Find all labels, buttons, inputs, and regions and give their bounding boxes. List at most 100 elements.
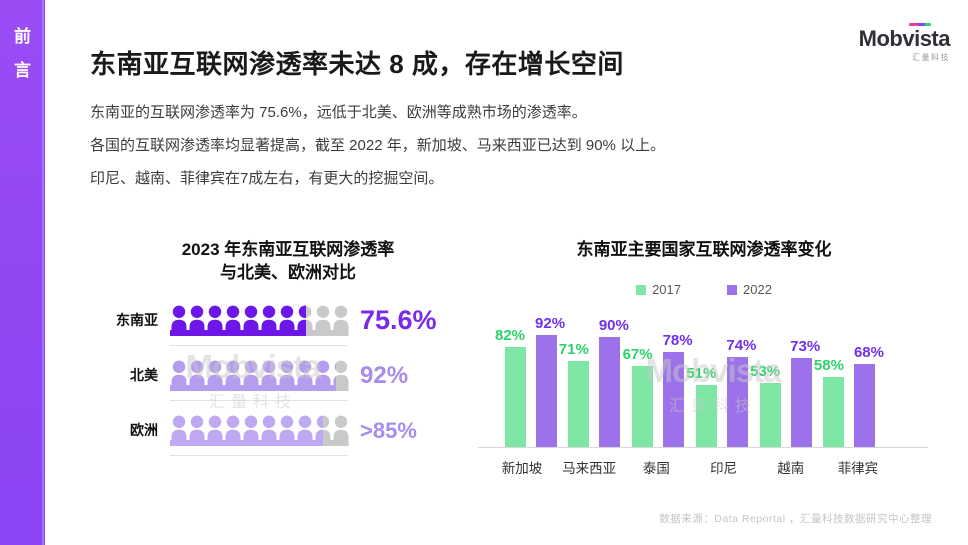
category-label: 马来西亚 <box>562 461 617 476</box>
row-underline <box>170 400 348 401</box>
intro-line: 东南亚的互联网渗透率为 75.6%，远低于北美、欧洲等成熟市场的渗透率。 <box>90 104 587 121</box>
bar-value-label: 71% <box>558 341 589 358</box>
pictogram-track <box>170 360 350 401</box>
bar-value-label: 92% <box>535 315 566 332</box>
bar-wrap: 78% <box>659 298 693 448</box>
row-label: 北美 <box>130 367 158 383</box>
bar-2017 <box>568 361 590 448</box>
chart-legend: 2017 2022 <box>478 282 930 297</box>
pictogram-fill-layer <box>170 415 323 446</box>
logo-accent-bar-icon <box>909 23 931 26</box>
category-label: 新加坡 <box>501 461 543 476</box>
page-title: 东南亚互联网渗透率未达 8 成，存在增长空间 <box>90 49 624 79</box>
bar-chart: 东南亚主要国家互联网渗透率变化 2017 2022 82% 92% 71% 90% 67%… <box>478 238 930 477</box>
bar-2017 <box>632 366 654 448</box>
pictogram-chart-title: 2023 年东南亚互联网渗透率 与北美、欧洲对比 <box>181 240 395 282</box>
sidebar: 前 言 <box>0 0 45 545</box>
row-value: 75.6% <box>360 305 437 335</box>
row-underline <box>170 455 348 456</box>
bar-wrap: 92% <box>531 298 565 448</box>
legend-item-2022: 2022 <box>727 282 772 297</box>
bar-value-label: 90% <box>598 317 629 334</box>
row-label: 欧洲 <box>130 422 158 438</box>
legend-item-2017: 2017 <box>636 282 681 297</box>
category-cell: 新加坡 <box>500 457 544 477</box>
bar-2017 <box>695 385 717 448</box>
sidebar-tab-char: 言 <box>14 61 31 80</box>
bar-2022 <box>726 357 748 448</box>
bar-2022 <box>535 335 557 448</box>
category-cell: 印尼 <box>702 457 746 477</box>
bar-value-label: 53% <box>750 363 781 380</box>
bar-value-label: 73% <box>790 338 821 355</box>
bar-group-印尼: 51% 74% <box>686 298 756 448</box>
bar-group-马来西亚: 71% 90% <box>559 298 629 448</box>
row-value: 92% <box>360 362 409 389</box>
bar-2022 <box>599 337 621 448</box>
intro-paragraph: 东南亚的互联网渗透率为 75.6%，远低于北美、欧洲等成熟市场的渗透率。 各国的… <box>90 96 665 195</box>
bar-2022 <box>790 358 812 448</box>
category-label: 印尼 <box>710 461 738 476</box>
bar-wrap: 74% <box>722 298 756 448</box>
bar-wrap: 90% <box>595 298 629 448</box>
legend-label: 2022 <box>743 282 772 297</box>
category-cell: 越南 <box>769 457 813 477</box>
bar-wrap: 73% <box>786 298 820 448</box>
bar-plot-area: 82% 92% 71% 90% 67% 78% 51% 74% 53% 73% 58% 68% <box>478 298 930 448</box>
bar-value-label: 78% <box>662 332 693 349</box>
bar-chart-title: 东南亚主要国家互联网渗透率变化 <box>576 240 832 259</box>
pictogram-row: 东南亚 75.6% <box>112 305 464 346</box>
mobvista-logo: Mobvista 汇量科技 <box>858 21 951 63</box>
bar-wrap: 58% <box>814 298 849 448</box>
bar-2017 <box>759 383 781 448</box>
pictogram-row: 欧洲 >85% <box>112 415 464 456</box>
category-cell: 泰国 <box>634 457 678 477</box>
bar-wrap: 53% <box>750 298 785 448</box>
bar-wrap: 71% <box>559 298 594 448</box>
logo-subtitle: 汇量科技 <box>912 53 950 62</box>
bar-2017 <box>504 347 526 448</box>
bar-value-label: 51% <box>686 365 717 382</box>
bar-value-label: 68% <box>853 344 884 361</box>
data-source-note: 数据来源：Data Reportal ，汇量科技数据研究中心整理 <box>659 513 932 525</box>
bar-wrap: 67% <box>623 298 658 448</box>
bar-group-越南: 53% 73% <box>750 298 820 448</box>
pictogram-track <box>170 415 350 456</box>
pictogram-chart: 2023 年东南亚互联网渗透率 与北美、欧洲对比 东南亚 75.6% 北美 92% 欧洲… <box>112 238 464 470</box>
pictogram-fill-layer <box>170 305 307 336</box>
pictogram-rows: 东南亚 75.6% 北美 92% 欧洲 >85% <box>112 305 464 456</box>
sidebar-tab-char: 前 <box>14 27 31 46</box>
legend-swatch-icon <box>636 284 647 295</box>
bar-2022 <box>854 364 876 448</box>
bar-value-label: 74% <box>726 337 757 354</box>
logo-text: Mobvista <box>858 26 951 51</box>
category-cell: 菲律宾 <box>836 457 880 477</box>
intro-line: 各国的互联网渗透率均显著提高，截至 2022 年，新加坡、马来西亚已达到 90%… <box>90 137 666 154</box>
category-label: 越南 <box>777 461 805 476</box>
pictogram-row: 北美 92% <box>112 360 464 401</box>
category-axis: 新加坡 马来西亚 泰国 印尼 越南 菲律宾 <box>478 457 930 477</box>
bar-group-新加坡: 82% 92% <box>495 298 565 448</box>
bar-value-label: 58% <box>813 357 844 374</box>
row-label: 东南亚 <box>116 312 158 328</box>
intro-line: 印尼、越南、菲律宾在7成左右，有更大的挖掘空间。 <box>90 170 444 187</box>
bar-wrap: 82% <box>495 298 530 448</box>
bar-value-label: 82% <box>495 327 526 344</box>
bar-value-label: 67% <box>622 346 653 363</box>
pictogram-fill-layer <box>170 360 336 391</box>
category-label: 泰国 <box>642 461 670 476</box>
row-underline <box>170 345 348 346</box>
legend-label: 2017 <box>652 282 681 297</box>
bar-2022 <box>663 352 685 448</box>
category-cell: 马来西亚 <box>562 457 616 477</box>
bar-group-菲律宾: 58% 68% <box>814 298 884 448</box>
bar-2017 <box>823 377 845 448</box>
row-value: >85% <box>360 418 417 443</box>
category-label: 菲律宾 <box>837 461 879 476</box>
bar-wrap: 68% <box>850 298 884 448</box>
sidebar-tab-foreword[interactable]: 前 言 <box>0 0 45 81</box>
bar-group-泰国: 67% 78% <box>623 298 693 448</box>
bar-wrap: 51% <box>686 298 721 448</box>
legend-swatch-icon <box>727 284 737 295</box>
